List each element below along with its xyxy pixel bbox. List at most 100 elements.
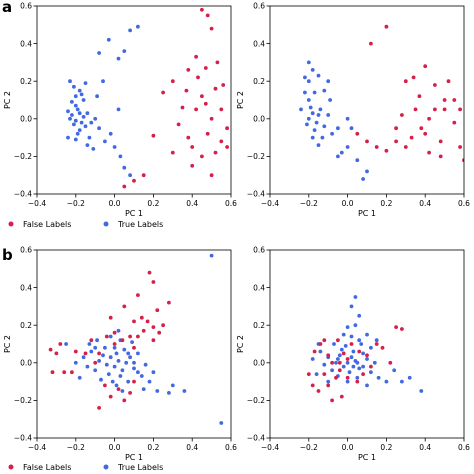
- false-label-point: [147, 270, 152, 275]
- false-label-point: [355, 131, 360, 136]
- true-label-point: [351, 349, 356, 354]
- false-label-point: [151, 280, 156, 284]
- true-label-point: [70, 100, 74, 104]
- true-label-point: [66, 109, 70, 114]
- true-label-point: [305, 122, 309, 127]
- true-label-point: [83, 124, 88, 129]
- y-tick-label: 0.2: [253, 321, 265, 330]
- y-tick-label: 0.6: [20, 246, 32, 255]
- panel-letter-b: b: [2, 246, 13, 264]
- y-tick-label: −0.4: [14, 434, 32, 443]
- legend-b: False Labels True Labels: [8, 463, 163, 472]
- false-label-point: [337, 360, 342, 365]
- true-label-point: [97, 126, 101, 131]
- scatter-plot-b-right: −0.4 −0.2 0.0 0.2 0.4 0.6 −0.4 −0.2 0.0 0.2 0.4 0.6…: [236, 246, 470, 462]
- false-label-point: [330, 398, 334, 403]
- false-label-point: [132, 379, 136, 384]
- false-label-point: [225, 126, 230, 131]
- true-label-point: [351, 364, 356, 369]
- true-label-point: [400, 379, 404, 384]
- x-tick-label: 0.6: [458, 199, 470, 208]
- true-label-point: [93, 345, 98, 350]
- false-label-point: [196, 75, 200, 80]
- true-label-point: [322, 88, 327, 93]
- true-label-point: [312, 128, 317, 133]
- true-label-point: [108, 355, 113, 360]
- true-label-point: [81, 355, 86, 360]
- true-label-point: [314, 120, 319, 125]
- y-tick-label: −0.2: [14, 396, 32, 405]
- true-label-point: [336, 126, 340, 131]
- true-label-point: [322, 362, 327, 367]
- plot-frame: [36, 5, 232, 195]
- true-label-point: [419, 389, 424, 393]
- x-tick-label: −0.4: [261, 199, 279, 208]
- true-label-point: [306, 98, 311, 102]
- true-label-point: [106, 372, 111, 376]
- true-label-point: [349, 126, 354, 131]
- true-label-point: [182, 389, 187, 393]
- true-label-point: [93, 116, 98, 121]
- y-tick-label: 0.4: [20, 283, 32, 292]
- false-label-point: [186, 135, 191, 140]
- false-label-point: [167, 300, 171, 305]
- false-label-point: [103, 383, 107, 388]
- true-label-point: [384, 379, 389, 384]
- true-label-point: [73, 137, 78, 142]
- false-label-point: [209, 26, 214, 31]
- true-label-point: [361, 364, 365, 369]
- y-tick-label: 0.6: [20, 2, 32, 11]
- y-tick-label: −0.4: [247, 190, 265, 199]
- true-label-point: [139, 374, 144, 378]
- true-label-point: [151, 370, 156, 375]
- true-label-point: [330, 131, 334, 136]
- false-label-point: [345, 357, 350, 361]
- true-label-point: [70, 113, 74, 117]
- true-label-point: [347, 370, 352, 375]
- legend-marker-false: [8, 221, 14, 227]
- true-label-point: [68, 116, 72, 121]
- true-label-point: [355, 158, 360, 163]
- false-label-point: [438, 154, 443, 159]
- false-label-point: [427, 150, 431, 155]
- plot-frame: [269, 5, 465, 195]
- x-tick-label: 0.6: [458, 443, 470, 452]
- false-label-point: [209, 173, 214, 178]
- x-tick-label: 0.0: [342, 443, 354, 452]
- true-label-point: [108, 334, 113, 339]
- false-label-point: [190, 145, 195, 149]
- false-label-point: [139, 315, 144, 320]
- false-label-point: [433, 83, 437, 87]
- true-label-point: [357, 366, 362, 371]
- legend-marker-true: [103, 464, 109, 470]
- true-label-point: [345, 116, 350, 121]
- false-label-point: [365, 139, 369, 144]
- y-tick-label: 0.4: [253, 39, 265, 48]
- true-label-point: [365, 332, 369, 337]
- false-label-point: [330, 360, 334, 365]
- false-label-point: [357, 349, 362, 354]
- true-label-point: [95, 94, 99, 99]
- true-label-point: [341, 364, 346, 369]
- true-label-point: [75, 131, 80, 136]
- true-label-point: [112, 364, 117, 369]
- false-label-point: [361, 372, 365, 376]
- true-label-point: [81, 98, 86, 102]
- false-label-point: [151, 325, 156, 329]
- false-label-point: [122, 304, 127, 309]
- x-tick-label: 0.2: [147, 443, 159, 452]
- true-label-point: [87, 342, 92, 346]
- scatter-points: [306, 295, 424, 403]
- true-label-point: [72, 84, 76, 89]
- true-label-point: [136, 370, 140, 375]
- true-label-point: [75, 107, 80, 112]
- true-label-point: [357, 338, 362, 343]
- x-tick-label: 0.0: [342, 199, 354, 208]
- false-label-point: [339, 394, 344, 399]
- x-tick-label: −0.4: [261, 443, 279, 452]
- true-label-point: [89, 349, 94, 354]
- true-label-point: [97, 51, 101, 55]
- true-label-point: [126, 379, 131, 384]
- true-label-point: [310, 135, 315, 140]
